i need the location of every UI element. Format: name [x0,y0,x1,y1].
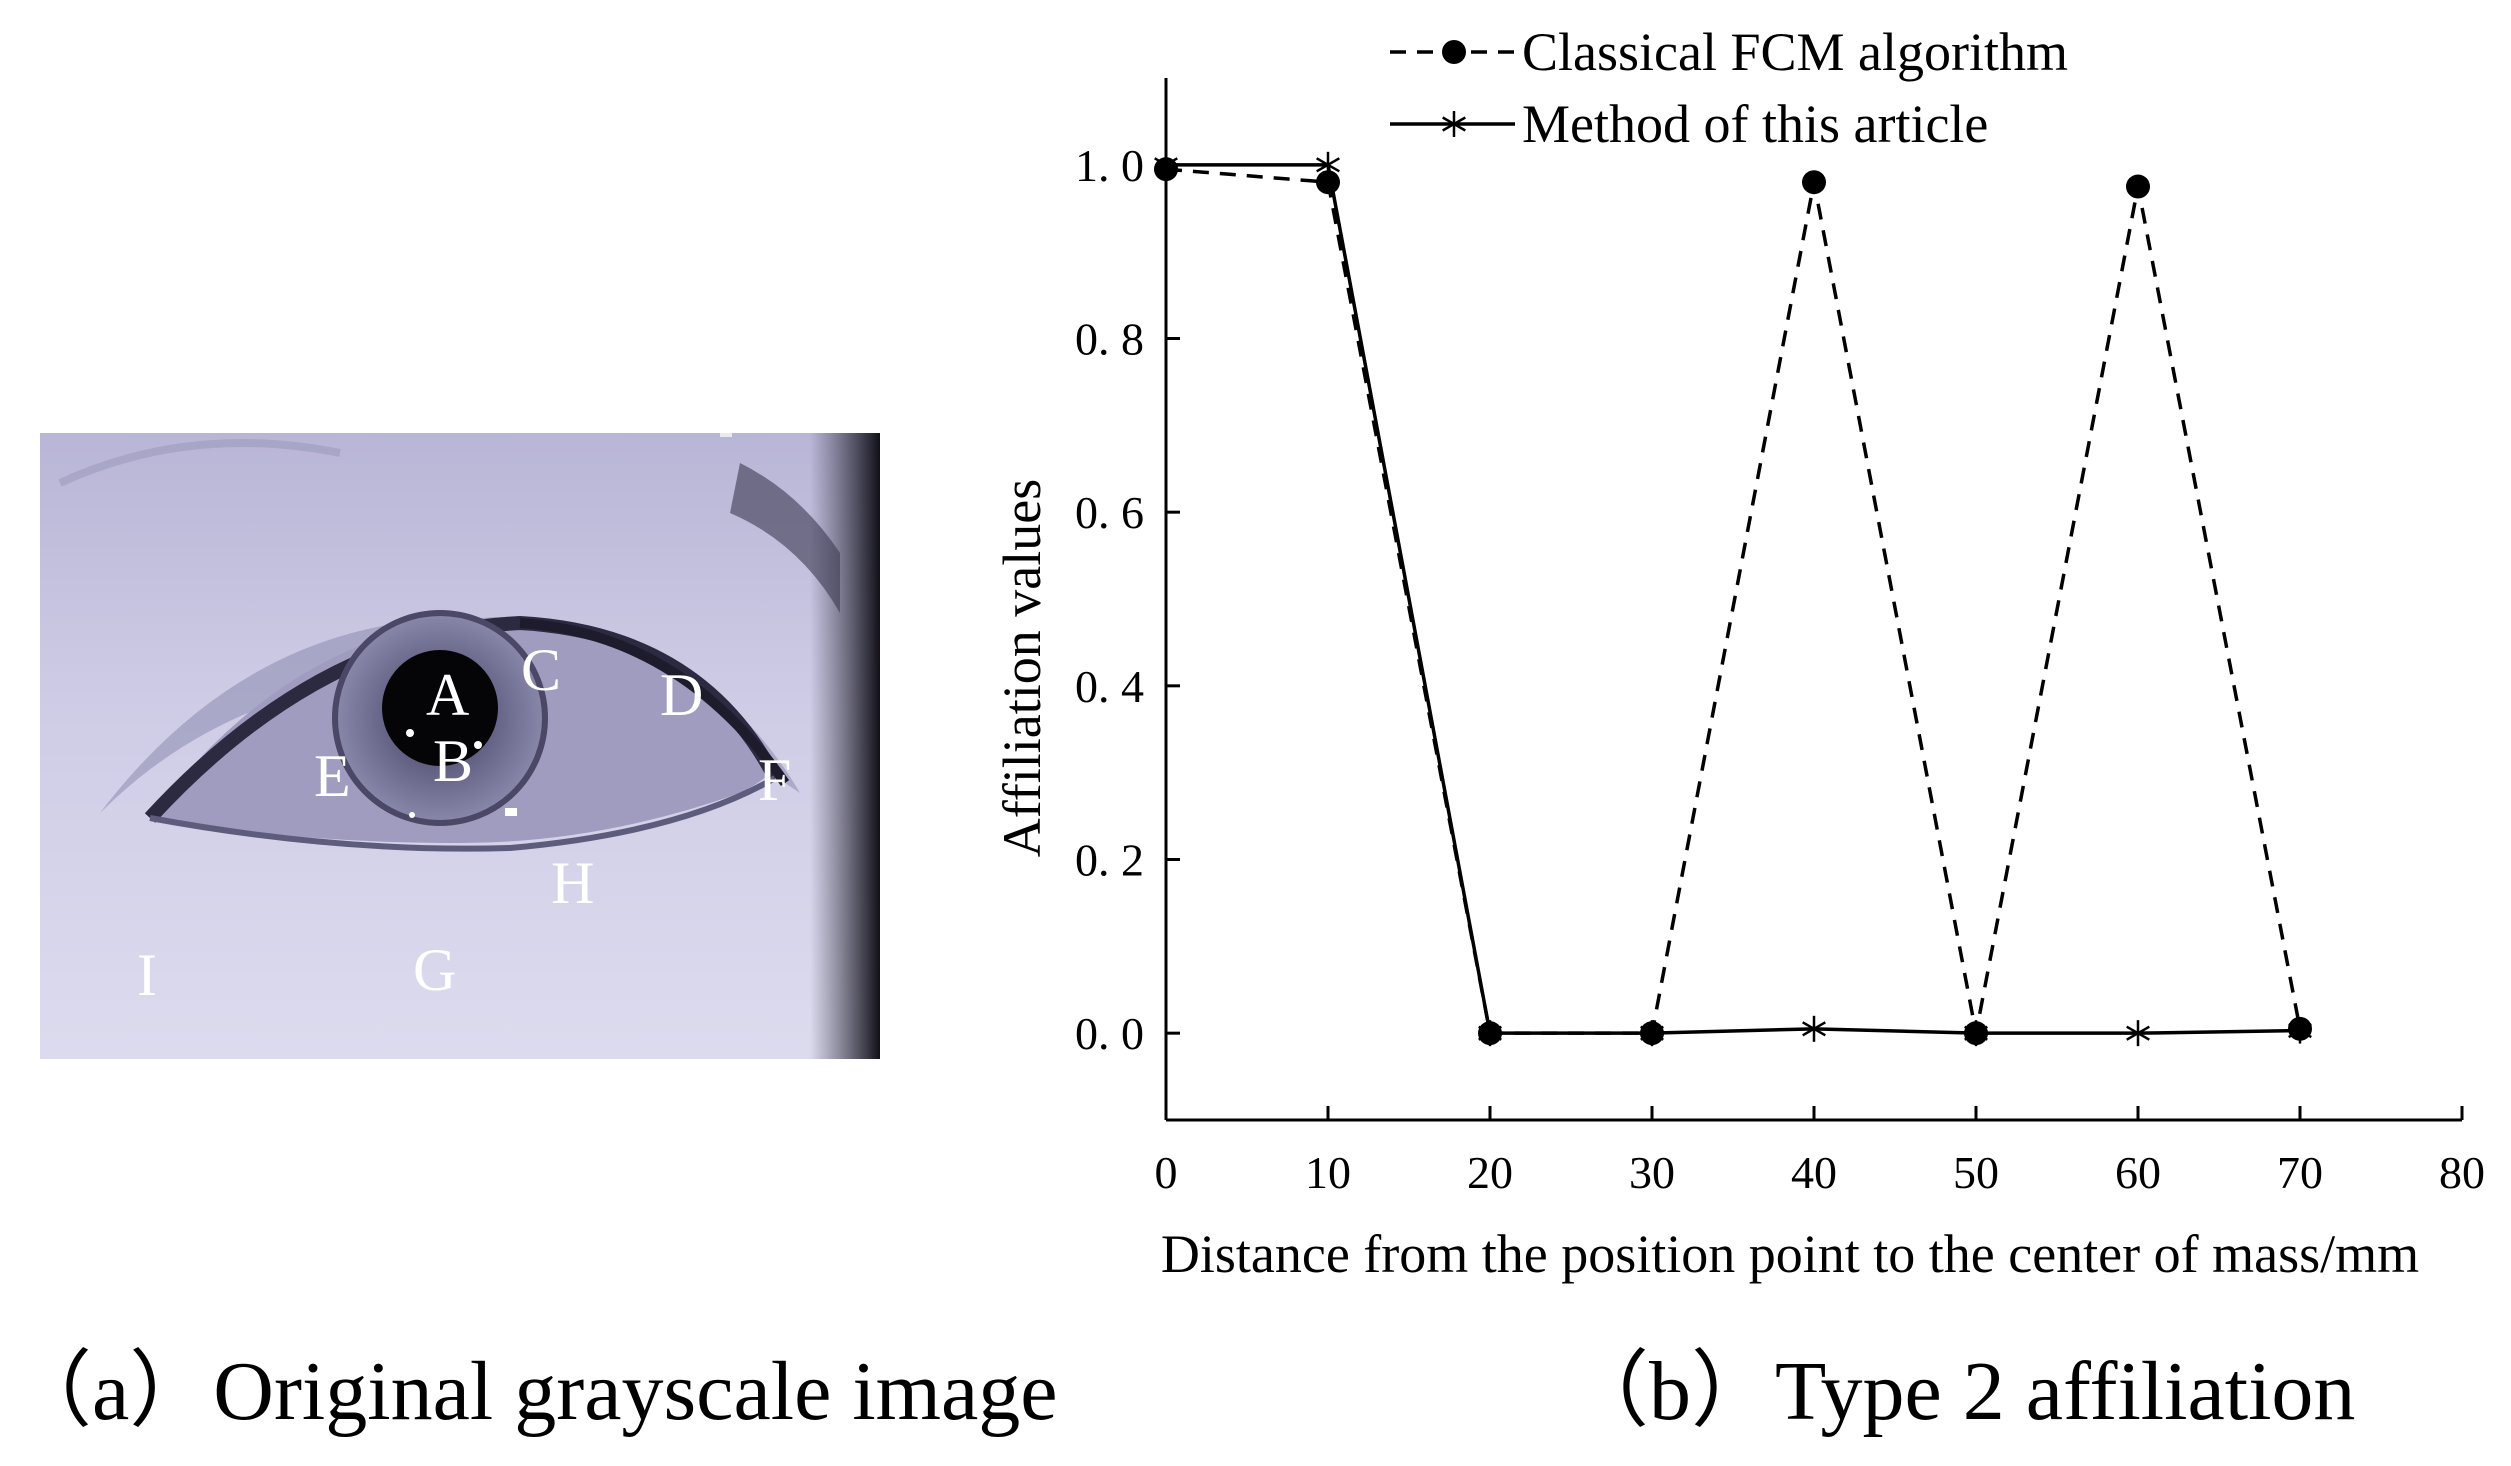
x-tick-label: 40 [1791,1147,1837,1198]
series-line-classical-fcm-algorithm [1165,167,2302,1035]
data-point-classical-fcm-algorithm [1316,170,1340,195]
x-tick-label: 50 [1953,1147,1999,1198]
data-point-method-of-this-article [1640,1020,1664,1047]
region-label-c: C [521,637,562,703]
region-label-f: F [758,747,792,813]
y-tick-label: 0. 6 [1075,487,1144,538]
legend-label-classical-fcm-algorithm: Classical FCM algorithm [1522,22,2068,82]
x-tick-label: 30 [1629,1147,1675,1198]
legend-label-method-of-this-article: Method of this article [1522,94,1988,154]
region-label-e: E [314,743,351,809]
region-label-h: H [551,850,595,916]
asterisk-stroke [1154,157,1178,173]
x-tick-label: 10 [1305,1147,1351,1198]
data-point-method-of-this-article [2288,1017,2312,1044]
y-tick-label: 0. 2 [1075,835,1144,886]
asterisk-stroke [1316,157,1340,173]
eye-grayscale-image: A B C D E F G H I [40,433,880,1059]
y-tick-label: 0. 8 [1075,314,1144,365]
data-point-classical-fcm-algorithm [1802,170,1826,195]
region-label-b: B [433,728,474,794]
asterisk-stroke [1442,116,1466,132]
data-point-method-of-this-article [1154,151,1178,178]
chart-legend: Classical FCM algorithm Method of this ar… [1390,22,2068,154]
asterisk-stroke [1478,1025,1502,1041]
y-axis-label: Affiliation values [992,479,1052,857]
caption-panel-b: （b）Type 2 affiliation [1565,1345,2356,1438]
x-axis-label: Distance from the position point to the … [1161,1224,2419,1284]
caption-panel-a: （a）Original grayscale image [8,1345,1058,1438]
series-line-method-of-this-article [1166,163,2301,1035]
data-point-classical-fcm-algorithm [2126,174,2150,199]
data-point-method-of-this-article [1316,151,1340,178]
data-point-method-of-this-article [1802,1015,1826,1042]
x-tick-label: 70 [2277,1147,2323,1198]
x-tick-label: 20 [1467,1147,1513,1198]
eye-image-drawing [40,433,880,1059]
asterisk-stroke [1802,1021,1826,1037]
x-tick-label: 80 [2439,1147,2485,1198]
asterisk-stroke [2126,1025,2150,1041]
region-label-i: I [137,942,157,1008]
legend-marker-method-of-this-article [1442,111,1466,137]
x-tick-label: 0 [1155,1147,1178,1198]
asterisk-stroke [1640,1025,1664,1041]
region-label-d: D [660,662,704,728]
y-tick-label: 0. 0 [1075,1008,1144,1059]
y-tick-label: 1. 0 [1075,140,1144,191]
data-point-method-of-this-article [1478,1020,1502,1047]
chart-series [1154,151,2312,1047]
x-tick-label: 60 [2115,1147,2161,1198]
data-point-method-of-this-article [1964,1020,1988,1047]
region-label-a: A [426,662,470,728]
y-tick-label: 0. 4 [1075,661,1144,712]
legend-marker-classical-fcm-algorithm [1442,40,1466,64]
asterisk-stroke [2288,1022,2312,1039]
asterisk-stroke [1964,1025,1988,1041]
data-point-method-of-this-article [2126,1020,2150,1047]
region-label-g: G [413,937,457,1003]
chart-axes: 0 10 20 30 40 50 60 70 80 0. 0 0. 2 0. 4 0. 6 0. 8 1. … [1075,78,2485,1198]
